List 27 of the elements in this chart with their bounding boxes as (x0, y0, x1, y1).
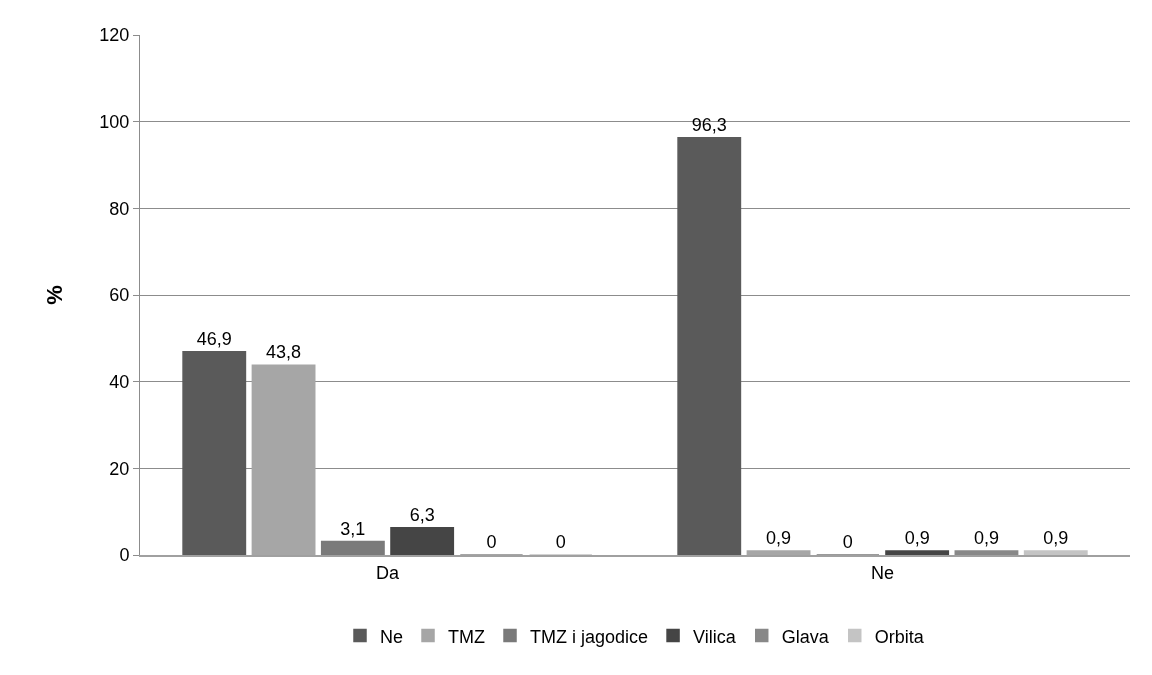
legend-label: Orbita (874, 626, 925, 647)
x-tick-label: Da (375, 562, 400, 583)
legend-label: Ne (380, 626, 404, 647)
y-tick-label: 0 (119, 545, 130, 566)
y-tick-label: 100 (99, 111, 130, 132)
data-label: 0 (555, 532, 566, 552)
data-label: 0,9 (766, 528, 792, 549)
y-axis-title: % (42, 285, 68, 305)
data-label: 0 (842, 532, 853, 552)
data-label: 0 (486, 532, 497, 552)
legend-label: Vilica (693, 626, 737, 647)
y-tick-label: 80 (109, 198, 130, 219)
data-label: 96,3 (691, 114, 727, 135)
data-label: 46,9 (196, 328, 232, 349)
y-tick-label: 120 (99, 25, 130, 46)
data-label: 3,1 (340, 518, 366, 539)
data-label: 0,9 (1043, 528, 1069, 549)
y-tick-label: 60 (109, 285, 130, 306)
legend-label: TMZ (448, 626, 485, 647)
data-label: 0,9 (904, 528, 930, 549)
data-label: 6,3 (409, 504, 435, 525)
y-tick-label: 20 (109, 458, 130, 479)
data-label: 0,9 (973, 528, 999, 549)
legend-label: TMZ i jagodice (530, 626, 649, 647)
data-label: 43,8 (266, 342, 302, 363)
legend-label: Glava (781, 626, 830, 647)
y-tick-label: 40 (109, 371, 130, 392)
